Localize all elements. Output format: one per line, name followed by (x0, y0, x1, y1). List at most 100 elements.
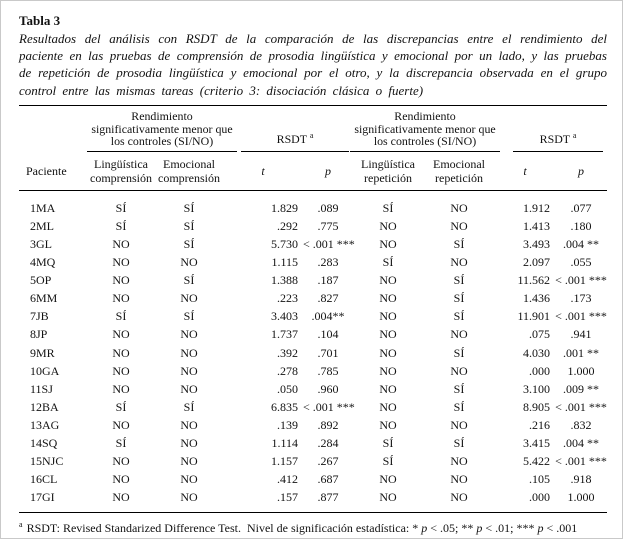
cell-repetition-emotional: SÍ (453, 399, 465, 414)
cell-comprehension-t: 1.829 (271, 200, 298, 215)
table-row: 16CL NO NO .412 .687 NO NO .105 .918 (19, 471, 607, 489)
cell-repetition-t: .000 (529, 490, 551, 505)
cell-comprehension-t: .412 (277, 472, 298, 487)
cell-comprehension-linguistic: SÍ (115, 218, 127, 233)
cell-repetition-p: .001 ** (563, 345, 600, 360)
cell-comprehension-linguistic: NO (112, 345, 130, 360)
table-row: 11SJ NO NO .050 .960 NO SÍ 3.100 .009 ** (19, 380, 607, 398)
cell-repetition-t: 3.415 (523, 435, 551, 450)
cell-comprehension-t: .292 (277, 218, 298, 233)
table-row: 7JB SÍ SÍ 3.403 .004** NO SÍ 11.901 < .001 *** (19, 308, 607, 326)
cell-comprehension-linguistic: NO (112, 273, 130, 288)
cell-repetition-p: 1.000 (567, 490, 595, 505)
cell-repetition-t: 11.562 (517, 273, 551, 288)
cell-comprehension-t: 1.737 (271, 327, 298, 342)
cell-comprehension-p: .004** (311, 309, 345, 324)
cell-repetition-t: 8.905 (523, 399, 551, 414)
group-header-rsdt-repetition: RSDT a (495, 105, 607, 153)
cell-comprehension-linguistic: NO (112, 454, 130, 469)
cell-repetition-emotional: SÍ (453, 435, 465, 450)
cell-repetition-p: .180 (570, 218, 592, 233)
cell-repetition-p: < .001 *** (555, 273, 607, 288)
cell-comprehension-emotional: SÍ (183, 218, 195, 233)
table-row: 2ML SÍ SÍ .292 .775 NO NO 1.413 .180 (19, 217, 607, 235)
column-header-linguistica-repeticion: Lingüística repetición (353, 152, 424, 192)
footnote-marker: a (19, 519, 23, 529)
cell-comprehension-p: .877 (317, 490, 339, 505)
cell-comprehension-emotional: NO (180, 454, 198, 469)
cell-repetition-t: 3.493 (523, 236, 551, 251)
cell-repetition-p: .004 ** (563, 435, 600, 450)
table-body: 1MA SÍ SÍ 1.829 .089 SÍ NO 1.912 .077 2ML SÍ SÍ .292… (19, 191, 607, 513)
cell-comprehension-emotional: NO (180, 381, 198, 396)
cell-repetition-emotional: NO (450, 472, 468, 487)
cell-comprehension-linguistic: NO (112, 255, 130, 270)
cell-comprehension-t: .392 (277, 345, 298, 360)
rsdt-label: RSDT (539, 132, 570, 147)
rsdt-footnote-marker: a (572, 131, 577, 141)
cell-repetition-linguistic: SÍ (382, 255, 394, 270)
cell-repetition-linguistic: NO (379, 417, 397, 432)
cell-comprehension-t: 6.835 (271, 399, 298, 414)
cell-comprehension-linguistic: SÍ (115, 399, 127, 414)
cell-patient-id: 5OP (30, 273, 52, 288)
cell-comprehension-t: .278 (277, 363, 298, 378)
cell-comprehension-t: 3.403 (271, 309, 298, 324)
cell-repetition-linguistic: NO (379, 345, 397, 360)
cell-comprehension-p: .687 (317, 472, 339, 487)
cell-comprehension-emotional: NO (180, 327, 198, 342)
cell-repetition-p: < .001 *** (555, 454, 607, 469)
cell-comprehension-linguistic: NO (112, 417, 130, 432)
table-row: 6MM NO NO .223 .827 NO SÍ 1.436 .173 (19, 290, 607, 308)
cell-patient-id: 11SJ (30, 381, 53, 396)
cell-comprehension-p: .283 (317, 255, 339, 270)
cell-comprehension-emotional: NO (180, 291, 198, 306)
cell-repetition-linguistic: NO (379, 327, 397, 342)
cell-repetition-t: 1.912 (523, 200, 551, 215)
cell-repetition-p: .918 (570, 472, 592, 487)
table-footnote: a RSDT: Revised Standarized Difference T… (19, 519, 578, 535)
cell-patient-id: 1MA (30, 200, 56, 215)
cell-repetition-t: .000 (529, 363, 551, 378)
cell-comprehension-t: 1.114 (271, 435, 298, 450)
cell-comprehension-p: .701 (317, 345, 339, 360)
cell-comprehension-linguistic: SÍ (115, 200, 127, 215)
cell-comprehension-t: .050 (277, 381, 298, 396)
table-row: 9MR NO NO .392 .701 NO SÍ 4.030 .001 ** (19, 344, 607, 362)
cell-comprehension-emotional: SÍ (183, 200, 195, 215)
cell-comprehension-emotional: NO (180, 255, 198, 270)
cell-comprehension-linguistic: SÍ (115, 309, 127, 324)
cell-repetition-linguistic: NO (379, 472, 397, 487)
cell-repetition-emotional: NO (450, 200, 468, 215)
cell-comprehension-t: 1.157 (271, 454, 298, 469)
cell-repetition-p: .055 (570, 255, 592, 270)
cell-repetition-p: < .001 *** (555, 309, 607, 324)
table-row: 5OP NO SÍ 1.388 .187 NO SÍ 11.562 < .001 *** (19, 272, 607, 290)
cell-repetition-p: .004 ** (563, 236, 600, 251)
table-row: 15NJC NO NO 1.157 .267 SÍ NO 5.422 < .001 *** (19, 453, 607, 471)
cell-patient-id: 9MR (30, 345, 55, 360)
cell-repetition-t: 3.100 (523, 381, 551, 396)
table-row: 14SQ SÍ NO 1.114 .284 SÍ SÍ 3.415 .004 ** (19, 434, 607, 452)
cell-repetition-linguistic: NO (379, 218, 397, 233)
column-header-row: Paciente Lingüística comprensión Emocion… (19, 152, 608, 192)
cell-repetition-linguistic: NO (379, 309, 397, 324)
cell-comprehension-linguistic: NO (112, 363, 130, 378)
cell-repetition-p: .941 (570, 327, 592, 342)
cell-repetition-emotional: SÍ (453, 309, 465, 324)
table-row: 1MA SÍ SÍ 1.829 .089 SÍ NO 1.912 .077 (19, 191, 607, 218)
cell-repetition-p: < .001 *** (555, 399, 607, 414)
cell-repetition-p: .077 (570, 200, 592, 215)
cell-comprehension-p: .827 (317, 291, 339, 306)
cell-repetition-t: .075 (529, 327, 551, 342)
column-header-paciente: Paciente (19, 152, 87, 192)
p-symbol: p (537, 520, 544, 535)
cell-repetition-emotional: NO (450, 218, 468, 233)
group-header-repetition-performance-label: Rendimiento significativamente menor que… (350, 106, 501, 153)
cell-patient-id: 12BA (30, 399, 59, 414)
cell-repetition-emotional: NO (450, 363, 468, 378)
cell-comprehension-linguistic: NO (112, 490, 130, 505)
group-header-comprehension-performance: Rendimiento significativamente menor que… (87, 105, 237, 153)
cell-comprehension-t: 1.388 (271, 273, 298, 288)
column-header-t-repetition: t (495, 152, 556, 192)
